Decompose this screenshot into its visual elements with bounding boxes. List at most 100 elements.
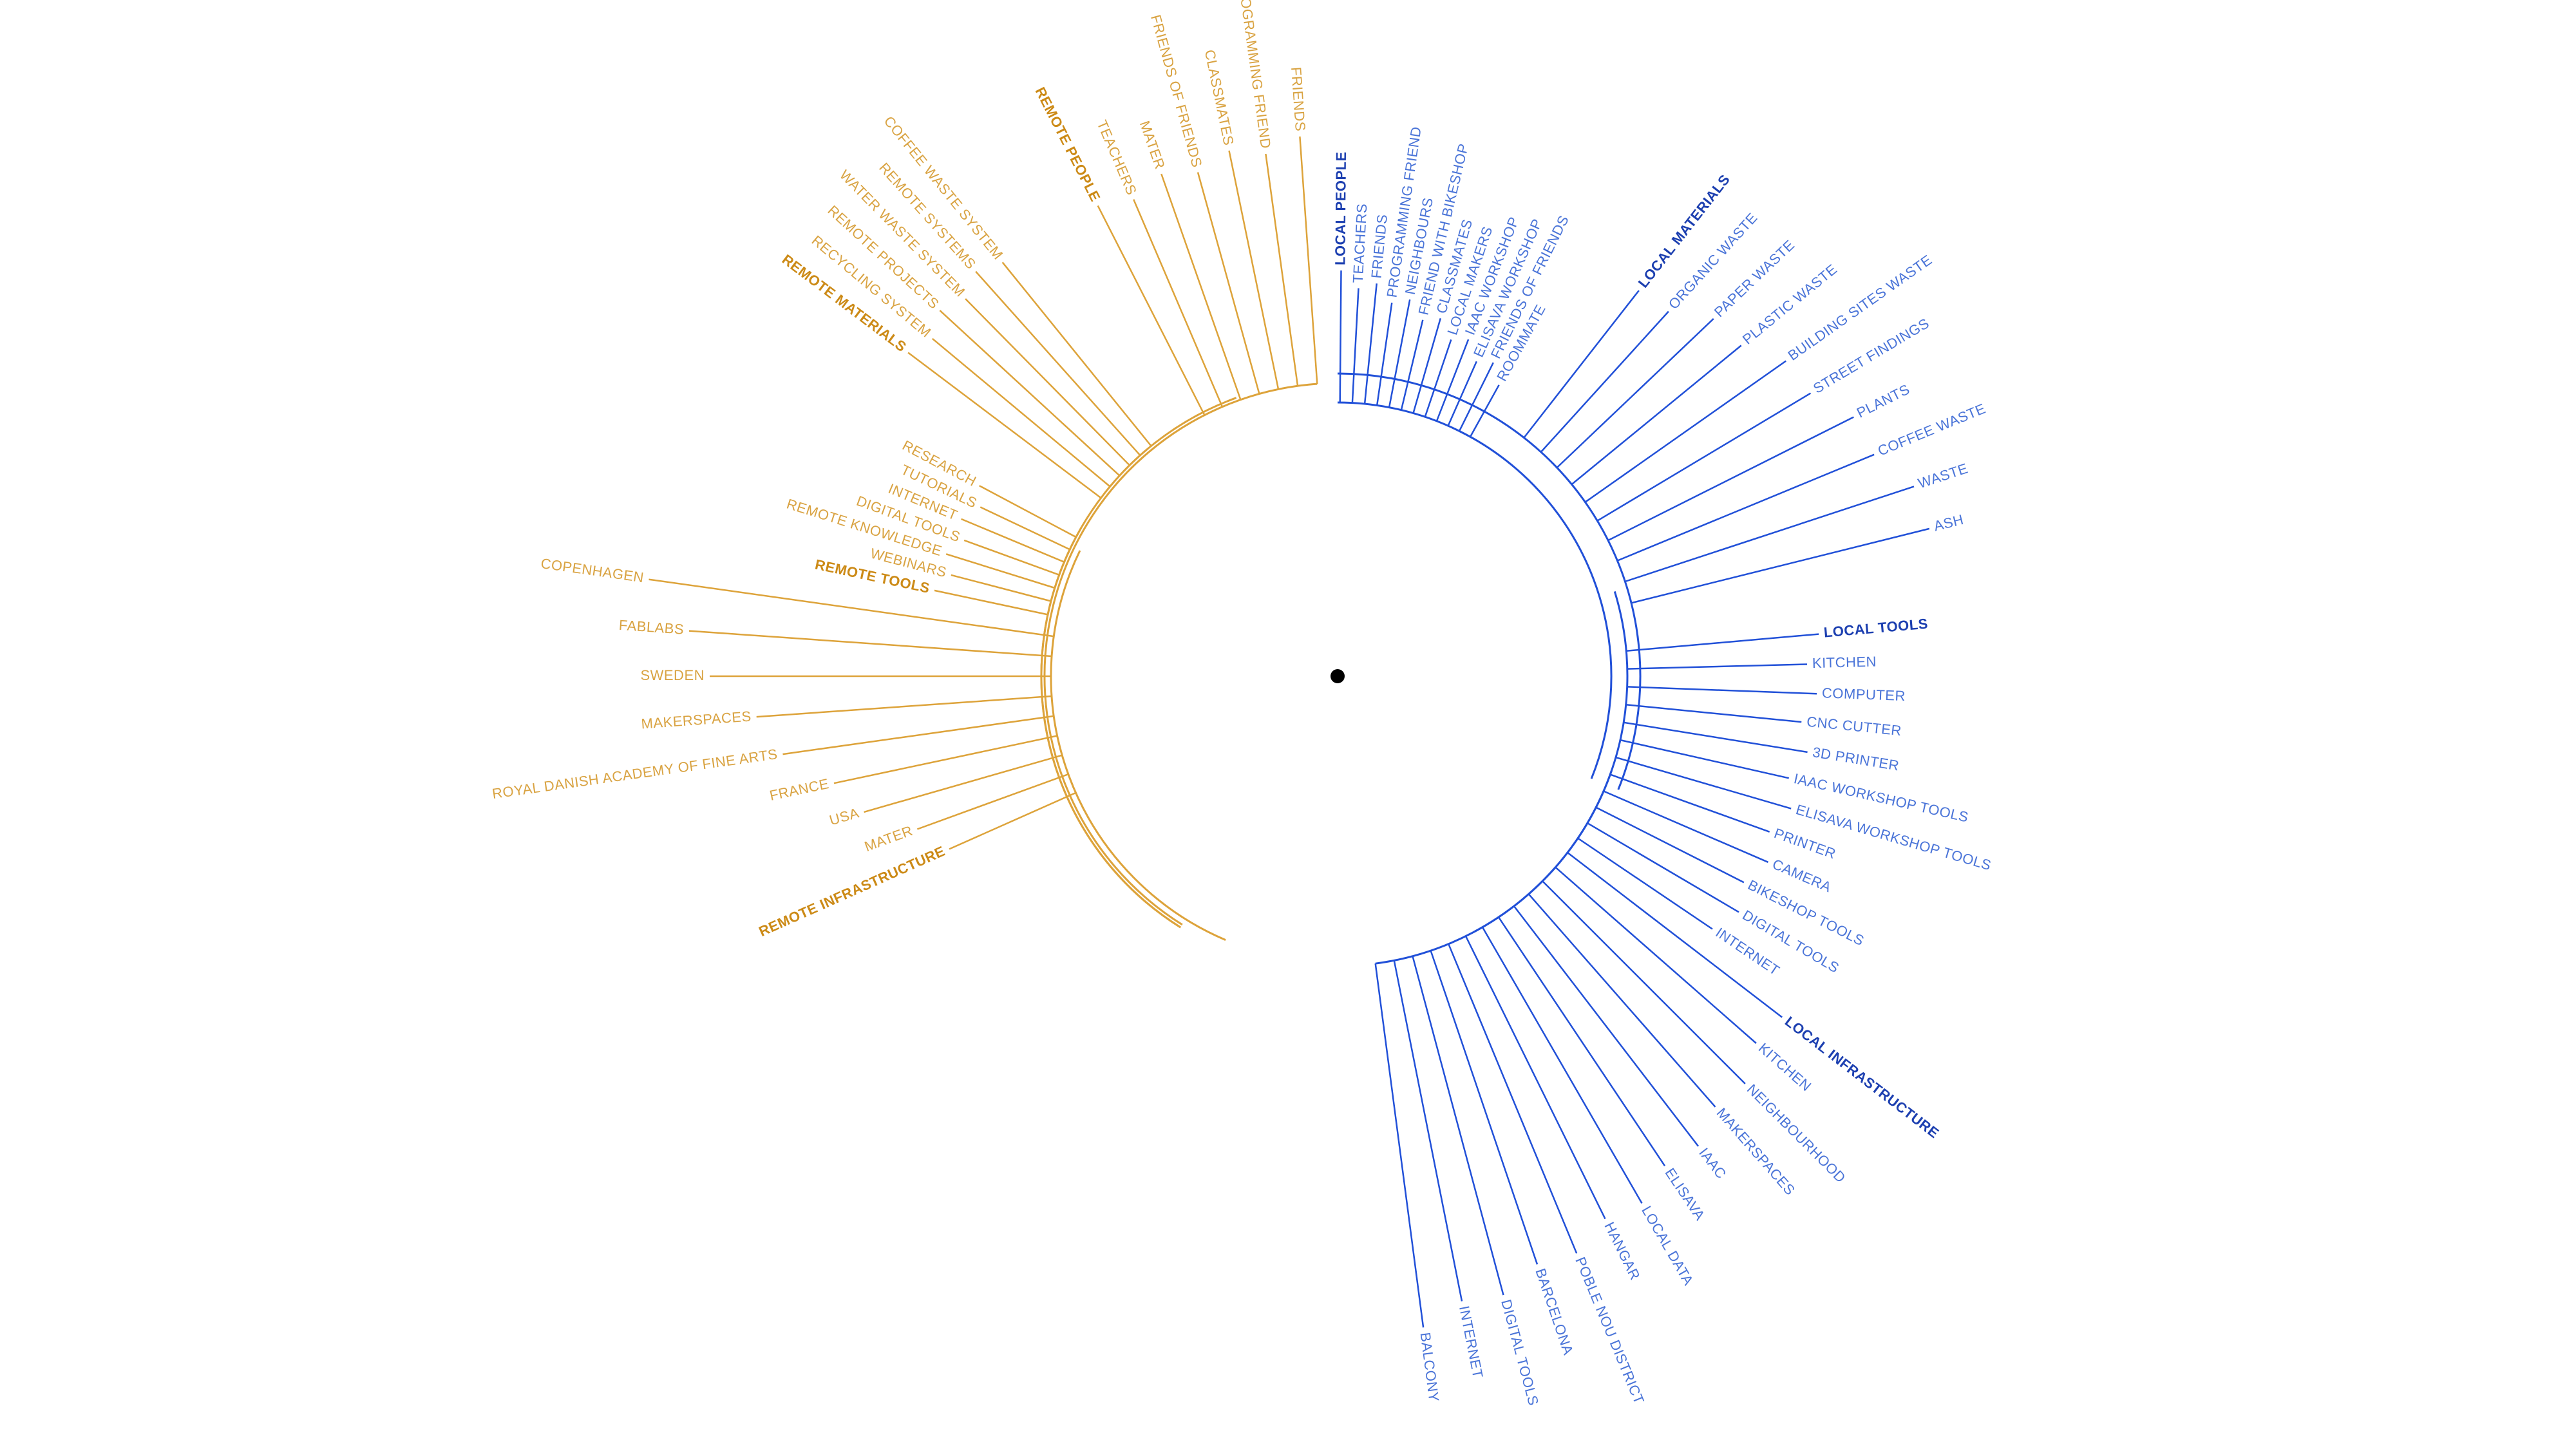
remote-infrastructure-arc xyxy=(1050,550,1226,941)
local-materials-spoke xyxy=(1607,416,1854,542)
remote-infrastructure-label: FABLABS xyxy=(618,617,685,638)
remote-infrastructure-label: USA xyxy=(828,804,861,828)
local-infrastructure-label: IAAC xyxy=(1696,1145,1729,1182)
remote-tools-spoke xyxy=(951,574,1052,602)
remote-people-spoke xyxy=(1197,172,1260,394)
local-tools-spoke xyxy=(1620,739,1789,779)
local-infrastructure-arc xyxy=(1375,770,1613,965)
remote-people-label: CLASSMATES xyxy=(1202,48,1237,147)
remote-materials-spoke xyxy=(1001,261,1152,447)
remote-infrastructure-label: COPENHAGEN xyxy=(540,555,645,585)
remote-people-spoke xyxy=(1265,153,1299,386)
local-materials-label: COFFEE WASTE xyxy=(1875,400,1988,459)
local-people-spoke xyxy=(1424,339,1452,417)
local-infrastructure-label: DIGITAL TOOLS xyxy=(1498,1298,1542,1407)
remote-materials-spoke xyxy=(975,270,1141,456)
local-materials-label: BUILDING SITES WASTE xyxy=(1785,252,1935,364)
remote-infrastructure-spoke xyxy=(649,578,1054,638)
local-infrastructure-spoke xyxy=(1374,963,1425,1328)
local-infrastructure-label: NEIGHBOURHOOD xyxy=(1744,1081,1849,1186)
local-tools-label: BIKESHOP TOOLS xyxy=(1745,876,1867,949)
local-tools-spoke xyxy=(1627,686,1817,695)
remote-materials-spoke xyxy=(932,337,1111,488)
local-materials-spoke xyxy=(1556,317,1714,469)
remote-infrastructure-label: MAKERSPACES xyxy=(641,708,752,732)
remote-people-spoke xyxy=(1228,150,1280,390)
remote-tools-spoke xyxy=(945,553,1056,589)
remote-tools-spoke xyxy=(963,539,1060,576)
local-infrastructure-label: KITCHEN xyxy=(1756,1040,1815,1095)
remote-people-heading-spoke xyxy=(1097,205,1206,416)
local-materials-arc xyxy=(1337,372,1642,790)
local-tools-spoke xyxy=(1625,703,1802,723)
local-tools-spoke xyxy=(1595,806,1745,884)
local-tools-spoke xyxy=(1627,663,1808,670)
local-people-spoke xyxy=(1435,339,1470,422)
local-infrastructure-spoke xyxy=(1412,956,1504,1296)
local-infrastructure-spoke xyxy=(1393,960,1463,1302)
local-infrastructure-spoke xyxy=(1430,950,1539,1265)
local-people-spoke xyxy=(1469,384,1500,437)
local-materials-spoke xyxy=(1540,310,1669,453)
local-tools-spoke xyxy=(1577,837,1713,930)
remote-infrastructure-spoke xyxy=(782,715,1054,755)
remote-tools-heading-spoke xyxy=(934,589,1048,616)
local-people-spoke xyxy=(1388,299,1411,408)
local-people-spoke xyxy=(1376,302,1393,406)
remote-infrastructure-spoke xyxy=(864,754,1063,813)
local-people-spoke xyxy=(1363,283,1378,404)
local-people-spoke xyxy=(1400,319,1424,410)
local-infrastructure-label: HANGAR xyxy=(1601,1220,1643,1283)
local-infrastructure-spoke xyxy=(1481,927,1643,1204)
remote-people-label: MATER xyxy=(1137,118,1168,171)
local-infrastructure-spoke xyxy=(1555,866,1757,1044)
local-materials-spoke xyxy=(1596,392,1812,522)
remote-people-label: FRIENDS xyxy=(1288,66,1309,132)
remote-people-arc xyxy=(1043,383,1318,926)
remote-tools-spoke xyxy=(979,485,1077,538)
local-people-heading-spoke xyxy=(1339,270,1342,403)
local-infrastructure-label: BALCONY xyxy=(1417,1331,1442,1403)
remote-materials-spoke xyxy=(965,298,1130,466)
remote-infrastructure-spoke xyxy=(756,695,1052,718)
local-materials-spoke xyxy=(1584,360,1786,503)
group-arcs xyxy=(1040,372,1642,965)
local-materials-label: ASH xyxy=(1932,511,1965,535)
local-tools-label: PRINTER xyxy=(1772,825,1839,862)
local-people-arc xyxy=(1337,401,1613,779)
local-tools-label: CAMERA xyxy=(1770,856,1834,895)
local-materials-heading: LOCAL MATERIALS xyxy=(1635,171,1733,290)
local-tools-label: KITCHEN xyxy=(1812,654,1877,672)
remote-materials-spoke xyxy=(939,310,1121,477)
remote-people-spoke xyxy=(1299,136,1318,384)
remote-infrastructure-label: MATER xyxy=(862,822,915,855)
local-tools-spoke xyxy=(1624,721,1808,753)
local-tools-label: 3D PRINTER xyxy=(1812,744,1900,773)
remote-people-heading: REMOTE PEOPLE xyxy=(1032,84,1103,204)
local-infrastructure-spoke xyxy=(1542,880,1746,1084)
local-materials-heading-spoke xyxy=(1523,290,1640,439)
local-people-heading: LOCAL PEOPLE xyxy=(1332,151,1349,265)
spokes xyxy=(649,136,1930,1328)
local-infrastructure-spoke xyxy=(1497,916,1666,1167)
local-materials-spoke xyxy=(1616,453,1875,562)
remote-infrastructure-spoke xyxy=(688,630,1052,658)
local-tools-label: CNC CUTTER xyxy=(1806,714,1902,739)
remote-tools-spoke xyxy=(980,506,1070,551)
center-dot xyxy=(1331,669,1345,683)
local-infrastructure-label: BARCELONA xyxy=(1532,1266,1577,1357)
local-materials-spoke xyxy=(1631,527,1930,604)
remote-people-spoke xyxy=(1160,173,1242,401)
remote-people-spoke xyxy=(1133,199,1224,408)
remote-materials-heading-spoke xyxy=(907,352,1102,499)
local-materials-label: PLANTS xyxy=(1854,381,1912,421)
local-tools-heading: LOCAL TOOLS xyxy=(1823,616,1929,641)
local-materials-label: WASTE xyxy=(1916,460,1970,491)
remote-infrastructure-heading-spoke xyxy=(949,791,1077,850)
local-materials-spoke xyxy=(1571,345,1742,486)
local-people-spoke xyxy=(1412,317,1442,413)
local-infrastructure-label: LOCAL DATA xyxy=(1638,1203,1697,1288)
local-infrastructure-spoke xyxy=(1448,943,1578,1254)
local-tools-spoke xyxy=(1603,790,1768,863)
